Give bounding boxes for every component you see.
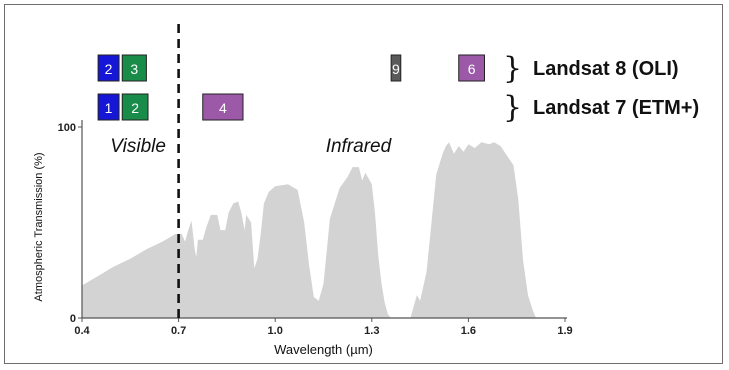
band-box: [390, 54, 402, 82]
y-axis-title: Atmospheric Transmission (%): [33, 152, 45, 301]
x-tick-label: 0.7: [171, 325, 186, 337]
band-label: 3: [130, 61, 138, 77]
region-label: Visible: [110, 136, 166, 157]
band-box: [202, 93, 244, 121]
band-box: [121, 54, 147, 82]
band-layer: 2 3 9 6 1 2 4: [97, 54, 485, 121]
band-label: 6: [468, 61, 476, 77]
band-box: [97, 54, 120, 82]
x-tick-label: 1.0: [268, 325, 283, 337]
band-box: [121, 93, 149, 121]
band-label: 2: [131, 100, 139, 116]
axis-layer: 0.4 0.7 1.0 1.3 1.6 1.9 0 100 Wavelength (µm) Atm…: [33, 24, 573, 357]
band-label: 4: [219, 100, 227, 116]
y-tick-label: 100: [58, 122, 76, 134]
area-layer: [82, 142, 536, 318]
band-label: 2: [105, 61, 113, 77]
x-tick-label: 1.9: [557, 325, 572, 337]
region-label: Infrared: [326, 136, 393, 157]
transmission-area: [82, 142, 536, 318]
legend-brace: }: [503, 90, 522, 125]
x-tick-label: 1.6: [461, 325, 476, 337]
x-tick-label: 1.3: [364, 325, 379, 337]
y-tick-label: 0: [70, 313, 76, 325]
legend-label: Landsat 8 (OLI): [533, 58, 679, 80]
band-label: 9: [392, 61, 400, 77]
x-axis-title: Wavelength (µm): [274, 342, 373, 357]
band-box: [97, 93, 120, 121]
legend-label: Landsat 7 (ETM+): [533, 97, 699, 119]
legend-brace: }: [503, 51, 522, 86]
band-label: 1: [105, 100, 113, 116]
x-tick-label: 0.4: [74, 325, 90, 337]
label-layer: Visible Infrared} Landsat 8 (OLI)} Landsat …: [110, 51, 699, 157]
band-box: [458, 54, 485, 82]
